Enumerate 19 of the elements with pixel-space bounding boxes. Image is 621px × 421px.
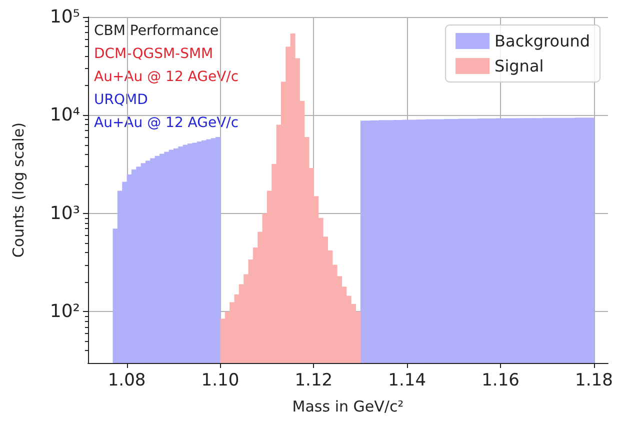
y-tick-label: 10³ (50, 202, 80, 224)
y-tick-label: 10² (50, 301, 80, 322)
y-tick-label: 10⁵ (50, 6, 80, 28)
annotation: URQMD (94, 92, 148, 108)
y-axis-title: Counts (log scale) (10, 122, 28, 258)
annotation: Au+Au @ 12 AGeV/c (94, 115, 239, 131)
x-tick-label: 1.14 (388, 370, 426, 390)
x-tick-label: 1.18 (575, 370, 613, 390)
annotation: DCM-QGSM-SMM (94, 46, 214, 62)
x-tick-label: 1.12 (294, 370, 333, 390)
x-axis-title: Mass in GeV/c² (292, 398, 404, 416)
legend-label: Signal (494, 56, 544, 76)
x-tick-label: 1.08 (108, 370, 146, 390)
y-tick-label: 10⁴ (50, 104, 80, 126)
annotation: CBM Performance (94, 23, 219, 39)
annotation: Au+Au @ 12 AGeV/c (94, 69, 239, 85)
x-tick-label: 1.16 (482, 370, 520, 390)
x-tick-label: 1.10 (201, 370, 240, 390)
legend-label: Background (494, 32, 590, 50)
